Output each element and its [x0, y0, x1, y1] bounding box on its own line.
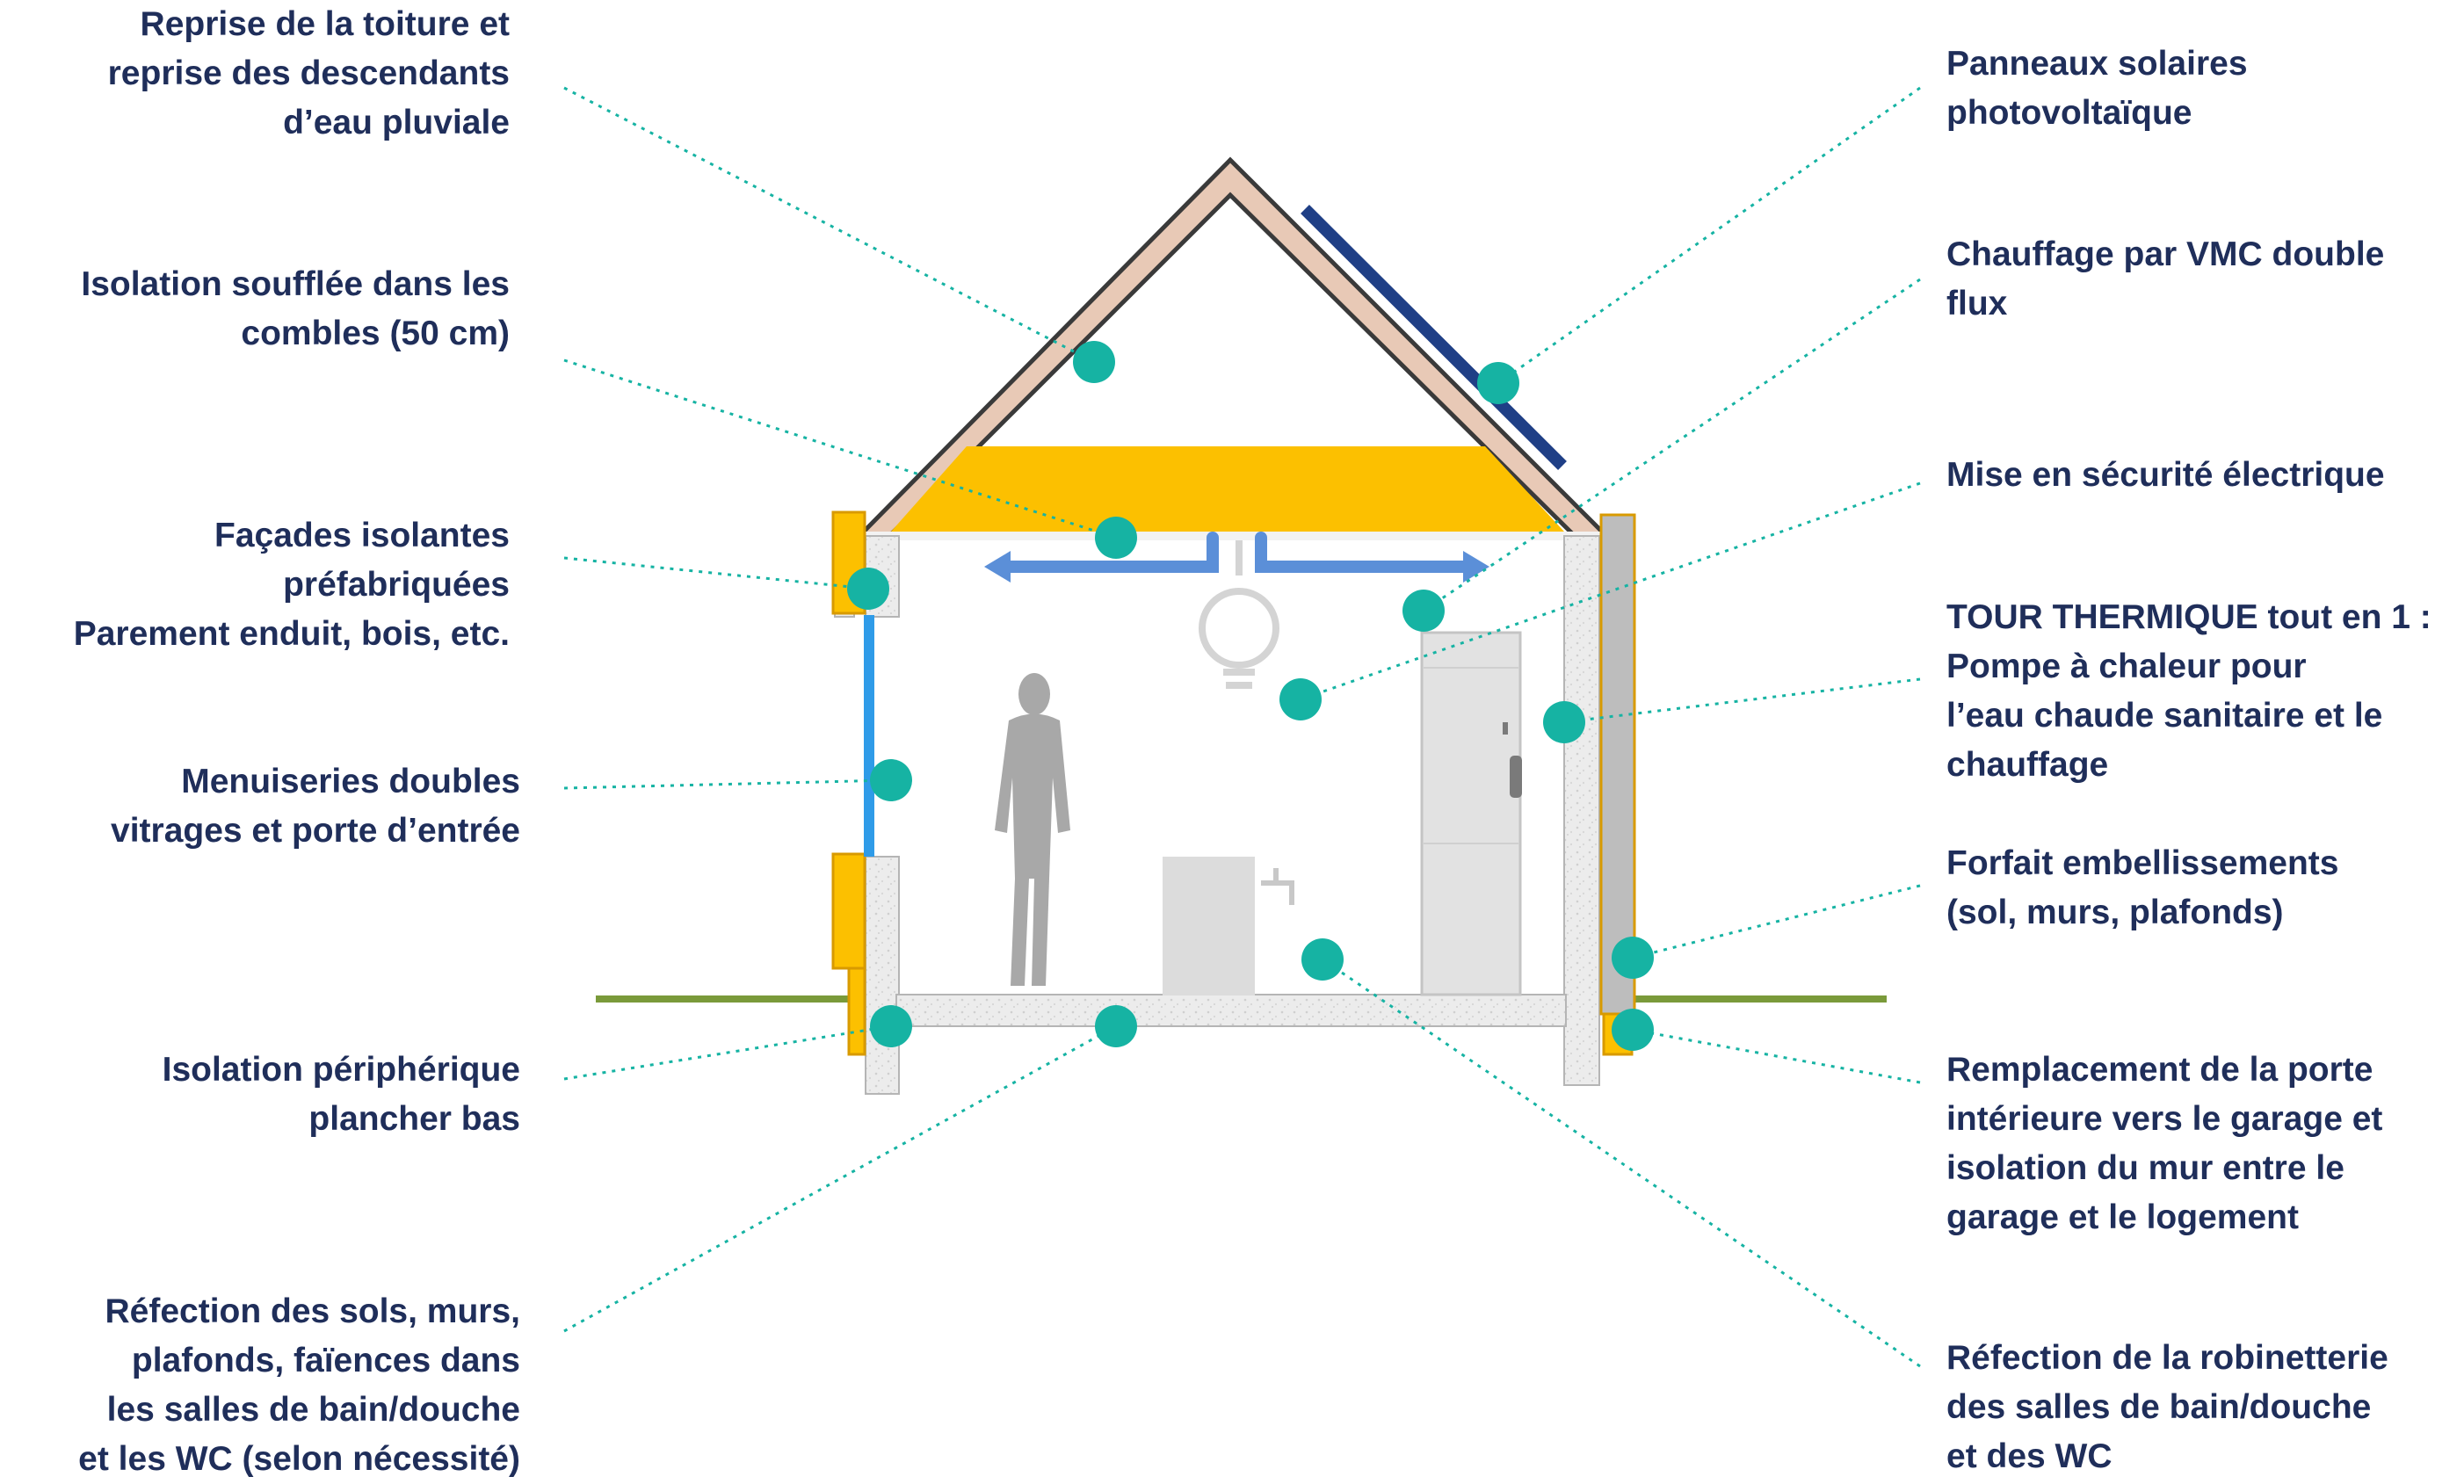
- heat-pump-tower: [1420, 631, 1522, 996]
- leader-line-a6: [563, 1024, 1117, 1333]
- marker-floor-slab: [1095, 1005, 1137, 1047]
- leader-line-a12: [1632, 1028, 1921, 1084]
- marker-plumbing: [1301, 938, 1344, 981]
- annotation-a10: TOUR THERMIQUE tout en 1 : Pompe à chale…: [1946, 598, 2431, 784]
- leader-line-a5: [563, 1024, 892, 1081]
- annotation-a13: Réfection de la robinetterie des salles …: [1946, 1339, 2388, 1475]
- leader-line-a1: [563, 86, 1095, 364]
- leader-line-a10: [1563, 677, 1921, 724]
- window: [864, 615, 874, 857]
- annotation-a11: Forfait embellissements (sol, murs, plaf…: [1946, 844, 2339, 931]
- leader-line-a13: [1322, 958, 1921, 1368]
- marker-window: [870, 759, 912, 801]
- leader-line-a3: [563, 556, 869, 590]
- leader-line-a11: [1632, 884, 1921, 959]
- ventilation-ducts: [1000, 532, 1474, 573]
- annotation-a12: Remplacement de la porte intérieure vers…: [1946, 1051, 2383, 1236]
- marker-garage-wall: [1612, 1009, 1654, 1051]
- annotation-a5: Isolation périphérique plancher bas: [162, 1051, 520, 1138]
- marker-floor-edge: [870, 1005, 912, 1047]
- marker-finishes: [1612, 937, 1654, 979]
- annotation-a2: Isolation soufflée dans les combles (50 …: [81, 265, 510, 352]
- marker-solar-panel: [1477, 362, 1519, 404]
- annotation-a3: Façades isolantes préfabriquées Parement…: [73, 517, 510, 653]
- markers: [847, 341, 1654, 1051]
- annotation-a7: Panneaux solaires photovoltaïque: [1946, 45, 2248, 132]
- floor-slab: [895, 994, 1567, 1027]
- annotation-a4: Menuiseries doubles vitrages et porte d’…: [111, 763, 520, 850]
- annotation-a9: Mise en sécurité électrique: [1946, 456, 2385, 494]
- leader-line-a8: [1423, 278, 1921, 612]
- marker-roof: [1073, 341, 1115, 383]
- attic-insulation: [891, 446, 1564, 532]
- solar-panel: [1301, 205, 1567, 470]
- marker-attic-insulation: [1095, 517, 1137, 559]
- annotation-a6: Réfection des sols, murs, plafonds, faïe…: [78, 1292, 520, 1478]
- faucet-icon: [1261, 868, 1294, 905]
- marker-electrical: [1279, 678, 1322, 720]
- leader-lines: [563, 86, 1921, 1368]
- leader-line-a4: [563, 778, 892, 790]
- washbasin-cabinet: [1163, 857, 1255, 995]
- right-wall: [1563, 513, 1636, 1086]
- annotation-a8: Chauffage par VMC double flux: [1946, 235, 2385, 322]
- ventilation-arrowheads: [984, 551, 1489, 583]
- marker-vmc: [1402, 590, 1445, 632]
- leader-line-a9: [1300, 481, 1921, 701]
- ceiling: [852, 532, 1608, 540]
- light-bulb-icon: [1199, 540, 1279, 689]
- leader-line-a7: [1497, 86, 1921, 385]
- marker-facade: [847, 568, 889, 610]
- annotation-a1: Reprise de la toiture et reprise des des…: [107, 5, 510, 141]
- person-silhouette: [995, 673, 1070, 986]
- marker-heat-pump: [1543, 701, 1585, 743]
